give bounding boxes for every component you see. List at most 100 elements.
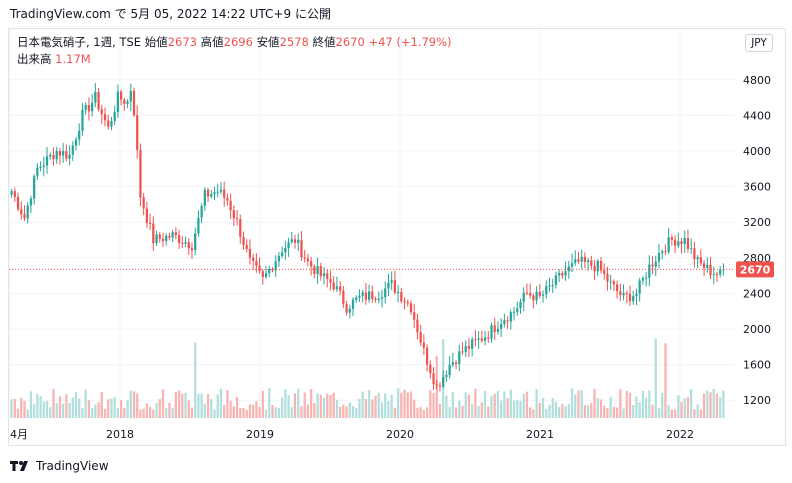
volume-bar <box>281 397 284 418</box>
volume-bars <box>10 338 725 418</box>
y-tick-label: 4000 <box>743 145 771 158</box>
candle-body <box>264 273 268 277</box>
volume-bar <box>271 405 274 418</box>
candle-body <box>313 266 316 275</box>
y-tick-label: 3200 <box>743 216 771 229</box>
candle-body <box>545 286 548 295</box>
volume-bar <box>26 409 29 418</box>
volume-bar <box>210 399 213 418</box>
candle-body <box>558 273 561 276</box>
volume-bar <box>686 396 690 418</box>
volume-bar <box>110 398 113 418</box>
volume-bar <box>351 406 355 418</box>
volume-bar <box>42 401 45 418</box>
candle-body <box>297 239 300 243</box>
volume-bar <box>91 408 94 418</box>
volume-bar <box>532 409 535 418</box>
volume-bar <box>213 409 216 418</box>
x-tick-label: 4月 <box>10 428 28 441</box>
volume-bar <box>422 409 425 418</box>
candle-body <box>628 293 632 302</box>
volume-bar <box>574 394 577 418</box>
volume-bar <box>493 393 496 418</box>
volume-bar <box>564 406 567 418</box>
volume-bar <box>322 397 326 418</box>
candle-body <box>474 339 477 341</box>
last-price-label: 2670 <box>740 263 771 276</box>
candle-body <box>683 238 686 244</box>
close-value: 2670 <box>335 35 365 49</box>
candle-body <box>586 260 590 263</box>
footer-brand[interactable]: TradingView <box>10 457 109 475</box>
candle-body <box>403 301 406 303</box>
candle-body <box>577 259 580 262</box>
candle-body <box>268 268 271 274</box>
candle-body <box>335 286 339 290</box>
candle-body <box>242 236 245 246</box>
candle-body <box>541 294 545 296</box>
volume-bar <box>374 395 377 418</box>
volume-bar <box>393 407 397 418</box>
volume-bar <box>252 404 255 418</box>
candle-body <box>68 154 71 159</box>
candle-body <box>78 131 81 140</box>
volume-bar <box>155 402 158 418</box>
candle-body <box>377 298 380 300</box>
candle-body <box>709 264 712 276</box>
candle-body <box>310 261 313 267</box>
volume-bar <box>570 388 574 418</box>
candle-body <box>116 91 120 113</box>
candle-body <box>239 219 242 237</box>
candle-body <box>606 273 609 282</box>
volume-bar <box>264 409 268 418</box>
candle-body <box>210 194 213 197</box>
candle-body <box>380 297 384 299</box>
candle-body <box>702 263 706 269</box>
candle-body <box>319 266 322 277</box>
volume-bar <box>696 404 699 418</box>
volume-bar <box>612 406 616 418</box>
volume-bar <box>49 407 52 418</box>
volume-bar <box>503 391 506 418</box>
candle-body <box>477 338 480 340</box>
candle-body <box>81 109 84 132</box>
candle-body <box>148 222 152 224</box>
volume-bar <box>384 393 387 418</box>
candle-body <box>706 264 709 269</box>
volume-bar <box>277 407 281 418</box>
volume-bar <box>29 391 33 418</box>
volume-bar <box>71 397 74 418</box>
candle-body <box>129 90 132 102</box>
volume-bar <box>506 398 509 418</box>
candle-body <box>574 259 577 264</box>
candle-body <box>49 154 52 157</box>
volume-bar <box>326 393 329 418</box>
candle-body <box>464 346 467 352</box>
y-tick-label: 4800 <box>743 74 771 87</box>
candle-body <box>126 101 129 104</box>
currency-button[interactable]: JPY <box>745 34 773 52</box>
candle-body <box>374 299 377 301</box>
volume-bar <box>123 407 126 418</box>
volume-bar <box>606 408 609 418</box>
volume-bar <box>255 401 258 418</box>
volume-bar <box>358 398 361 418</box>
candle-body <box>226 197 229 201</box>
candle-body <box>567 266 570 272</box>
volume-bar <box>432 393 435 418</box>
open-value: 2673 <box>167 35 197 49</box>
volume-bar <box>648 390 651 418</box>
candle-body <box>338 286 342 291</box>
volume-bar <box>673 409 677 418</box>
candle-body <box>564 271 567 276</box>
candle-body <box>290 239 293 243</box>
volume-bar <box>107 399 110 418</box>
candle-body <box>551 285 554 287</box>
candle-body <box>187 242 190 249</box>
volume-bar <box>522 393 525 418</box>
candle-body <box>107 120 110 127</box>
volume-bar <box>615 407 619 418</box>
volume-bar <box>84 389 87 418</box>
volume-bar <box>661 393 664 418</box>
